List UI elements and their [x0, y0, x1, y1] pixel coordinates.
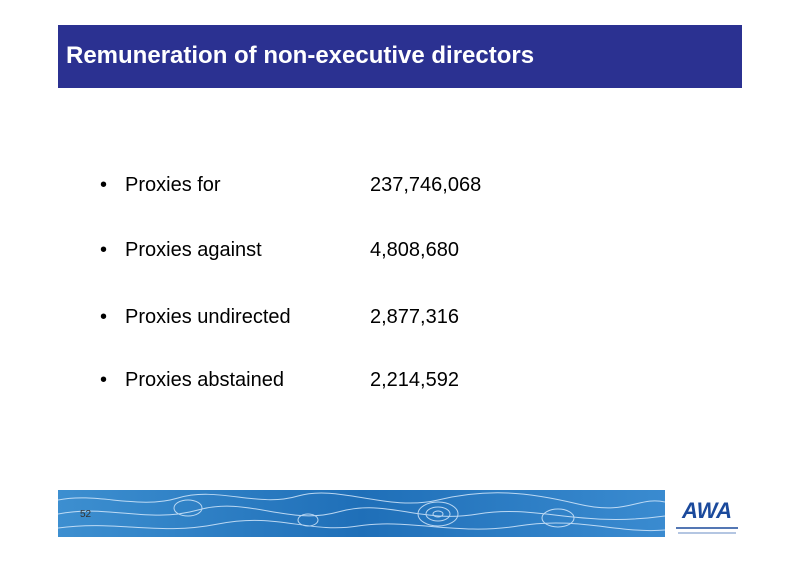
- bullet-row: • Proxies undirected 2,877,316: [100, 306, 600, 330]
- item-value: 2,214,592: [370, 369, 459, 391]
- bullet-row: • Proxies for 237,746,068: [100, 174, 600, 198]
- logo: AWA: [676, 498, 738, 534]
- item-label: Proxies abstained: [125, 369, 284, 391]
- header-bar: Remuneration of non-executive directors: [58, 25, 742, 88]
- item-value: 2,877,316: [370, 306, 459, 328]
- bullet-row: • Proxies against 4,808,680: [100, 239, 600, 263]
- logo-text: AWA: [681, 498, 732, 523]
- page-number: 52: [80, 509, 92, 520]
- item-label: Proxies undirected: [125, 306, 291, 328]
- item-label: Proxies against: [125, 239, 262, 261]
- bullet-row: • Proxies abstained 2,214,592: [100, 369, 600, 393]
- footer-band: [58, 490, 665, 537]
- bullet: •: [100, 239, 108, 261]
- item-label: Proxies for: [125, 174, 221, 196]
- bullet: •: [100, 369, 108, 391]
- bullet: •: [100, 174, 108, 196]
- item-value: 4,808,680: [370, 239, 459, 261]
- slide-title: Remuneration of non-executive directors: [66, 42, 535, 69]
- item-value: 237,746,068: [370, 174, 482, 196]
- bullet: •: [100, 306, 108, 328]
